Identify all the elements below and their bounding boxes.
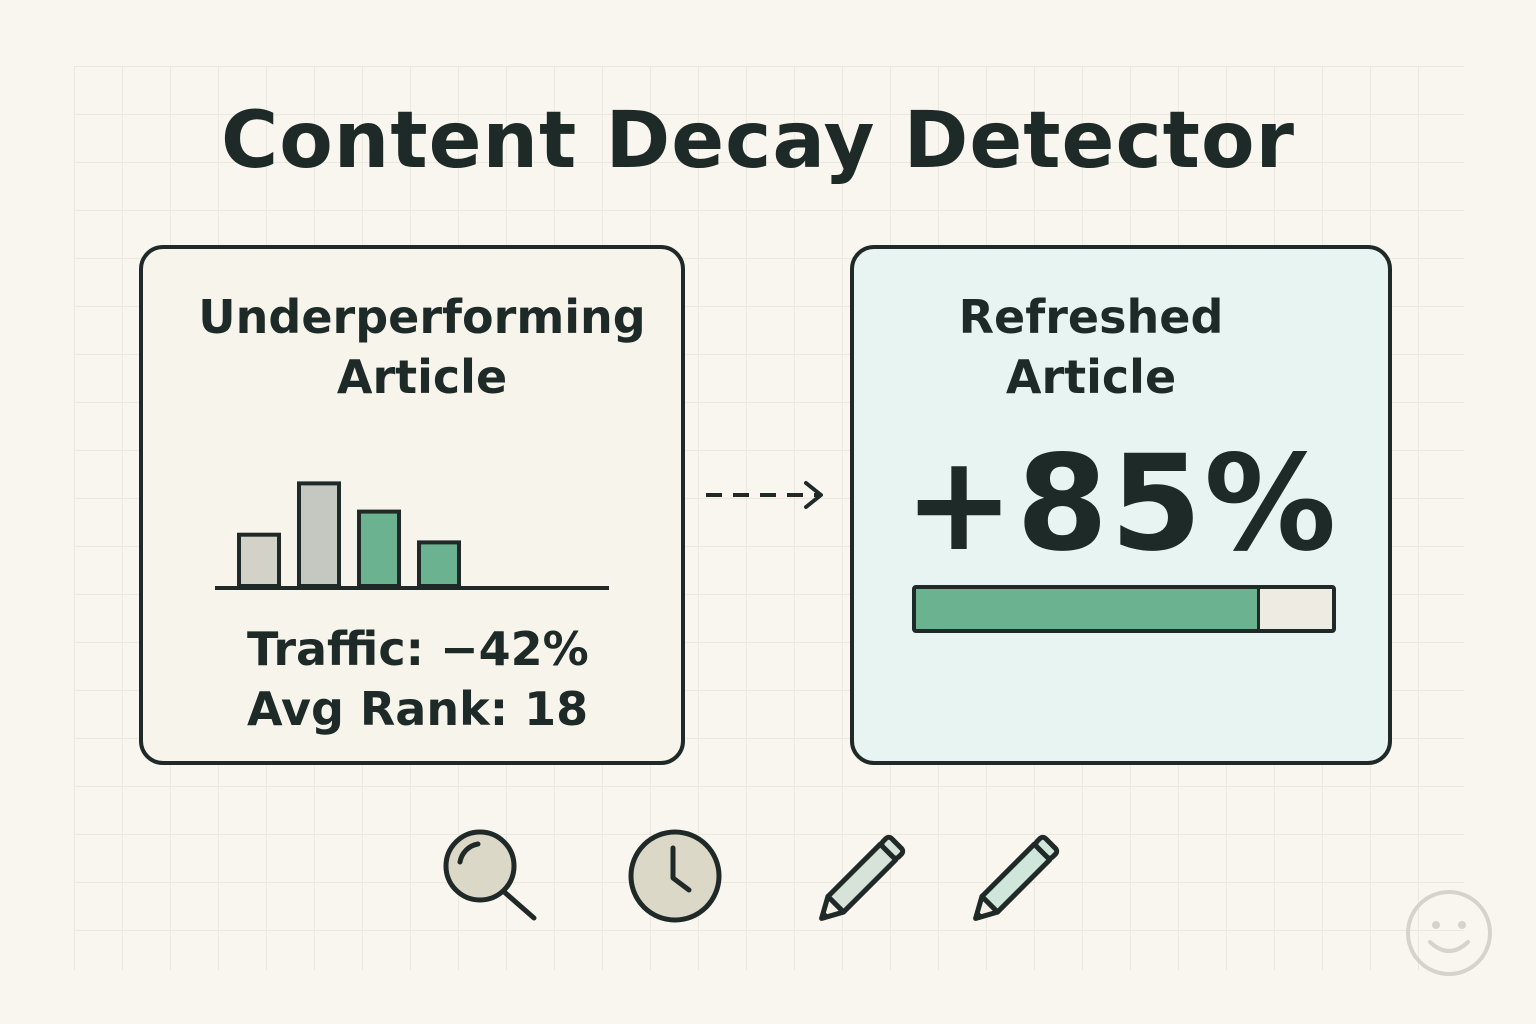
traffic-increase-value: +85% (903, 427, 1339, 581)
refreshed-article-title: Refreshed Article (958, 290, 1224, 404)
smiley-icon (1406, 890, 1492, 976)
magnifier-icon (443, 829, 537, 921)
traffic-stat: Traffic: −42% (247, 622, 589, 676)
progress-fill (916, 589, 1261, 629)
chart-bar (357, 509, 401, 588)
avg-rank-stat: Avg Rank: 18 (247, 682, 589, 736)
pencil-icon (973, 834, 1060, 921)
chart-bar (417, 540, 461, 588)
underperforming-article-title: Underperforming Article (198, 290, 646, 404)
article-stats: Traffic: −42% Avg Rank: 18 (247, 619, 589, 739)
underperforming-article-card: Underperforming Article Traffic: −42% Av… (139, 245, 685, 765)
chart-bar (237, 532, 281, 589)
clock-icon (628, 829, 722, 923)
dashed-arrow (706, 481, 823, 509)
traffic-bar-chart (215, 481, 609, 590)
chart-bar (297, 481, 341, 588)
improvement-progress-bar (912, 585, 1336, 633)
refreshed-article-card: Refreshed Article +85% (850, 245, 1392, 765)
page-title: Content Decay Detector (220, 96, 1296, 186)
pencil-icon (819, 834, 906, 921)
